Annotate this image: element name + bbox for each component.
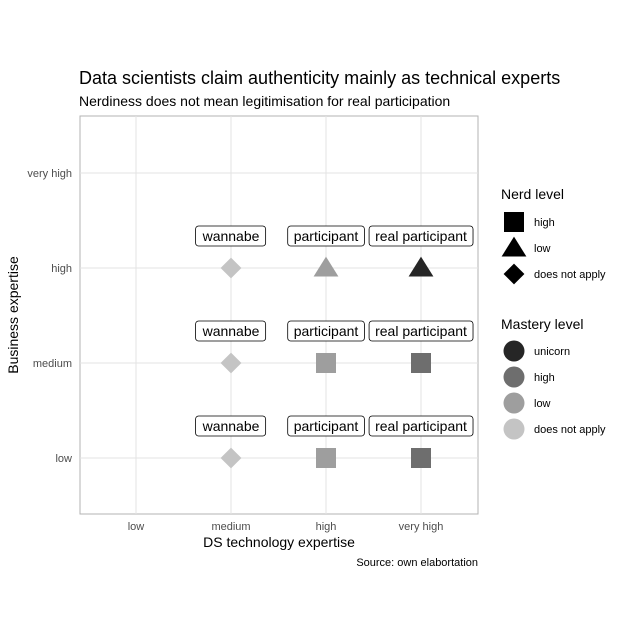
data-label: participant (287, 415, 365, 437)
legend-label: does not apply (534, 269, 606, 281)
data-label-box (195, 320, 267, 342)
y-tick-label: high (51, 263, 72, 275)
y-tick-label: medium (33, 358, 72, 370)
y-tick-label: very high (27, 168, 72, 180)
legend-key-circle-icon (503, 366, 525, 388)
data-label-text: participant (294, 323, 359, 339)
data-label-box (287, 415, 365, 437)
data-label-text: real participant (375, 228, 467, 244)
y-axis-ticks: low medium high very high (27, 168, 72, 465)
data-label-box (368, 415, 474, 437)
x-axis-title: DS technology expertise (203, 534, 355, 550)
legend-label: high (534, 372, 555, 384)
x-tick-label: very high (399, 521, 444, 533)
data-label-box (195, 415, 267, 437)
chart-caption: Source: own elabortation (356, 557, 478, 569)
legend-key-triangle-icon (501, 236, 527, 257)
data-label-text: wannabe (202, 228, 260, 244)
data-label-text: real participant (375, 418, 467, 434)
legend-key-circle-icon (503, 340, 525, 362)
data-point (220, 257, 242, 279)
data-label: participant (287, 225, 365, 247)
data-point (313, 256, 339, 277)
data-label: real participant (368, 415, 474, 437)
data-marks (220, 256, 434, 469)
legend-label: does not apply (534, 424, 606, 436)
data-point (411, 448, 431, 468)
y-tick-label: low (55, 453, 72, 465)
data-label: participant (287, 320, 365, 342)
data-point (220, 447, 242, 469)
data-label-text: wannabe (202, 418, 260, 434)
data-label-box (287, 320, 365, 342)
data-label-box (368, 320, 474, 342)
legend-label: low (534, 398, 551, 410)
data-labels: wannabe participant real participant wannab… (195, 225, 474, 437)
data-point (411, 353, 431, 373)
legend-label: unicorn (534, 346, 570, 358)
legend-nerd-level: Nerd level high low does not apply (501, 186, 606, 285)
data-label: real participant (368, 225, 474, 247)
data-point (316, 353, 336, 373)
plot-area: wannabe participant real participant wannab… (79, 115, 479, 515)
data-label-box (368, 225, 474, 247)
data-point (316, 448, 336, 468)
y-axis-title: Business expertise (5, 256, 21, 374)
data-label-text: participant (294, 228, 359, 244)
legend-key-square-icon (504, 212, 524, 232)
plot-panel (79, 115, 479, 515)
data-label-box (287, 225, 365, 247)
data-point (220, 352, 242, 374)
legend-key-circle-icon (503, 392, 525, 414)
data-label: wannabe (195, 415, 267, 437)
data-label-box (195, 225, 267, 247)
data-label: wannabe (195, 320, 267, 342)
x-tick-label: low (128, 521, 145, 533)
chart-title: Data scientists claim authenticity mainl… (79, 68, 560, 88)
data-label-text: participant (294, 418, 359, 434)
legend-label: high (534, 217, 555, 229)
data-label-text: real participant (375, 323, 467, 339)
legend-label: low (534, 243, 551, 255)
legend-title: Nerd level (501, 186, 564, 202)
data-label: wannabe (195, 225, 267, 247)
legend-title: Mastery level (501, 316, 583, 332)
legend-key-diamond-icon (503, 263, 525, 285)
x-tick-label: medium (211, 521, 250, 533)
chart-subtitle: Nerdiness does not mean legitimisation f… (79, 93, 450, 109)
data-point (408, 256, 434, 277)
x-axis-ticks: low medium high very high (128, 521, 444, 533)
data-label: real participant (368, 320, 474, 342)
legend-key-circle-icon (503, 418, 525, 440)
x-tick-label: high (316, 521, 337, 533)
legend-mastery-level: Mastery level unicorn high low does not appl… (501, 316, 606, 440)
data-label-text: wannabe (202, 323, 260, 339)
